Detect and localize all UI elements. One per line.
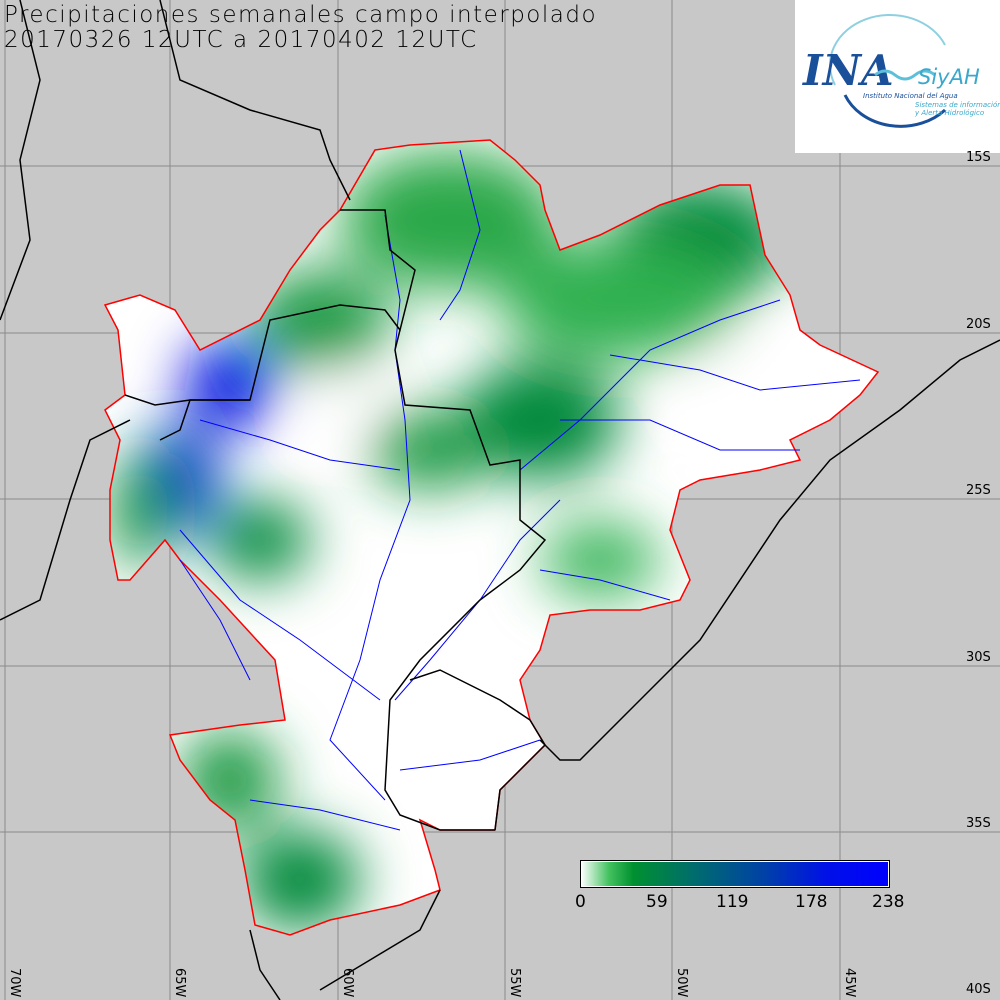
colorbar-tick: 238 [872, 892, 905, 912]
ina-siyah-logo: INA SiyAH Instituto Nacional del Agua Si… [795, 0, 1000, 153]
lat-label-35s: 35S [966, 816, 991, 831]
lon-label-55w: 55W [507, 968, 522, 998]
lon-label-45w: 45W [842, 968, 857, 998]
lon-label-60w: 60W [340, 968, 355, 998]
colorbar-tick: 178 [795, 892, 828, 912]
lon-label-65w: 65W [172, 968, 187, 998]
map-date-range: 20170326 12UTC a 20170402 12UTC [4, 27, 478, 53]
lon-label-50w: 50W [674, 968, 689, 998]
colorbar-tick: 59 [646, 892, 668, 912]
lat-label-30s: 30S [966, 650, 991, 665]
lat-label-20s: 20S [966, 317, 991, 332]
svg-text:Instituto Nacional del Agua: Instituto Nacional del Agua [863, 92, 958, 100]
colorbar [580, 860, 890, 888]
svg-text:y Alerta Hidrológico: y Alerta Hidrológico [914, 109, 984, 117]
lat-label-15s: 15S [966, 150, 991, 165]
lat-label-25s: 25S [966, 483, 991, 498]
lat-label-40s: 40S [966, 982, 991, 997]
svg-text:Sistemas de información: Sistemas de información [915, 101, 1000, 109]
colorbar-tick: 0 [575, 892, 586, 912]
svg-text:INA: INA [802, 46, 894, 95]
lon-label-70w: 70W [7, 968, 22, 998]
svg-text:SiyAH: SiyAH [918, 65, 980, 89]
map-title: Precipitaciones semanales campo interpol… [4, 2, 598, 28]
colorbar-tick: 119 [716, 892, 749, 912]
rivers [179, 149, 861, 831]
